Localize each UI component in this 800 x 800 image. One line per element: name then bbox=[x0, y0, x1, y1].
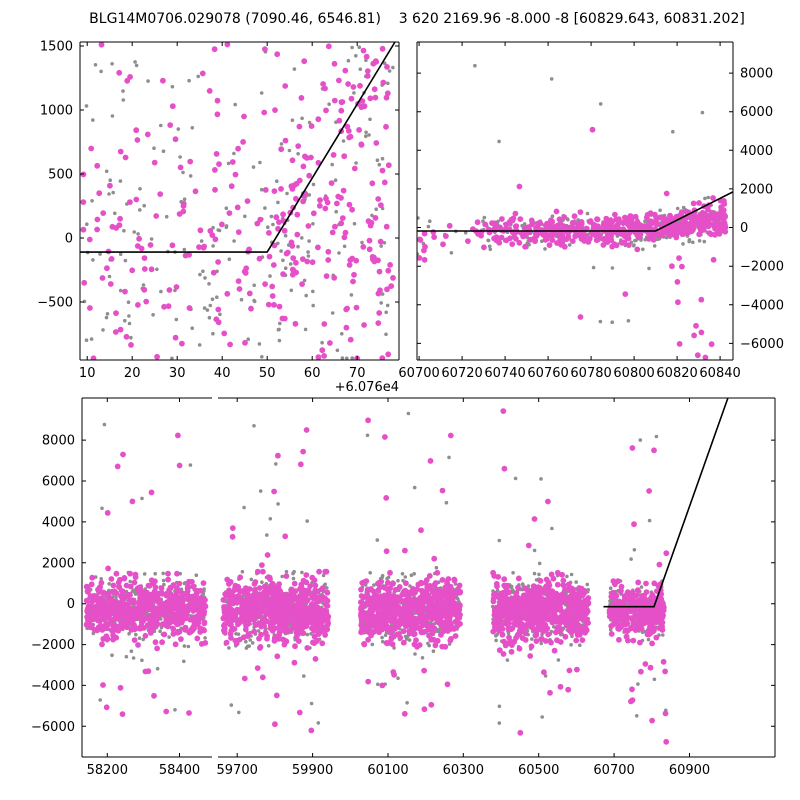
x-tick-label: 60900 bbox=[669, 763, 710, 778]
gray-scatter-points bbox=[85, 411, 668, 725]
y-tick-label: 8000 bbox=[42, 434, 75, 449]
x-tick-label: 59700 bbox=[217, 763, 258, 778]
x-tick-label: 60300 bbox=[443, 763, 484, 778]
x-tick-label: 60700 bbox=[398, 366, 439, 381]
y-tick-label: 4000 bbox=[42, 515, 75, 530]
x-tick-label: 60760 bbox=[527, 366, 568, 381]
figure-title: BLG14M0706.029078 (7090.46, 6546.81) 3 6… bbox=[89, 11, 745, 27]
tick-labels: 58200 58400 59700 59900 60100 60300 60500 60700… bbox=[31, 434, 710, 778]
y-tick-label: 0 bbox=[65, 232, 73, 247]
y-tick-label: 0 bbox=[740, 221, 748, 236]
x-tick-label: 70 bbox=[349, 366, 366, 381]
axes-frame bbox=[81, 397, 776, 758]
axes-frame bbox=[79, 41, 400, 361]
y-tick-label: 6000 bbox=[42, 475, 75, 490]
data-layer bbox=[83, 408, 670, 745]
x-tick-label: 60 bbox=[304, 366, 321, 381]
y-tick-label: 4000 bbox=[740, 144, 773, 159]
x-tick-label: 60100 bbox=[367, 763, 408, 778]
x-tick-label: 10 bbox=[79, 366, 96, 381]
y-tick-label: 1500 bbox=[40, 40, 73, 55]
x-tick-label: 58400 bbox=[159, 763, 200, 778]
x-tick-label: 60780 bbox=[570, 366, 611, 381]
model-line bbox=[603, 398, 729, 608]
y-tick-label: 0 bbox=[67, 597, 75, 612]
x-tick-label: 60800 bbox=[613, 366, 654, 381]
y-tick-label: −2000 bbox=[740, 260, 784, 275]
y-tick-label: 8000 bbox=[740, 67, 773, 82]
x-tick-label: 30 bbox=[169, 366, 186, 381]
axes-frame bbox=[416, 41, 734, 361]
x-tick-label: 40 bbox=[214, 366, 231, 381]
y-tick-label: −4000 bbox=[31, 679, 75, 694]
y-tick-label: 2000 bbox=[740, 182, 773, 197]
y-tick-label: −6000 bbox=[31, 720, 75, 735]
x-tick-label: 59900 bbox=[292, 763, 333, 778]
plot-top-right: 60700 60720 60740 60760 60780 60800 60820 60840… bbox=[398, 41, 784, 381]
tick-labels: 10 20 30 40 50 60 70 −500 0 500 1000 1500 +6.076e4 bbox=[37, 40, 399, 396]
y-tick-label: 500 bbox=[48, 168, 73, 183]
plot-top-left: 10 20 30 40 50 60 70 −500 0 500 1000 1500 +6.076e4 bbox=[37, 40, 400, 396]
data-layer bbox=[417, 63, 729, 360]
x-tick-label: 20 bbox=[124, 366, 141, 381]
pink-scatter-points bbox=[80, 42, 396, 360]
y-tick-label: −4000 bbox=[740, 298, 784, 313]
y-tick-label: 1000 bbox=[40, 104, 73, 119]
model-line bbox=[80, 42, 396, 253]
tick-labels: 60700 60720 60740 60760 60780 60800 60820 60840… bbox=[398, 67, 784, 381]
x-tick-label: 60820 bbox=[656, 366, 697, 381]
y-tick-label: 6000 bbox=[740, 105, 773, 120]
gray-scatter-points bbox=[82, 43, 395, 360]
x-tick-label: 60740 bbox=[484, 366, 525, 381]
model-line bbox=[417, 191, 733, 232]
gray-scatter-points bbox=[417, 63, 727, 325]
x-tick-label: 60720 bbox=[441, 366, 482, 381]
y-tick-label: −6000 bbox=[740, 337, 784, 352]
x-axis-offset-label: +6.076e4 bbox=[335, 380, 399, 395]
pink-scatter-points bbox=[83, 408, 670, 745]
y-tick-label: 2000 bbox=[42, 556, 75, 571]
plot-bottom: 58200 58400 59700 59900 60100 60300 60500 60700… bbox=[31, 397, 776, 778]
pink-scatter-points bbox=[417, 126, 729, 360]
x-tick-label: 60700 bbox=[593, 763, 634, 778]
x-tick-label: 58200 bbox=[87, 763, 128, 778]
data-layer bbox=[80, 42, 396, 360]
x-tick-label: 50 bbox=[259, 366, 276, 381]
x-tick-label: 60500 bbox=[518, 763, 559, 778]
x-tick-label: 60840 bbox=[699, 366, 740, 381]
y-tick-label: −500 bbox=[37, 296, 73, 311]
y-tick-label: −2000 bbox=[31, 638, 75, 653]
